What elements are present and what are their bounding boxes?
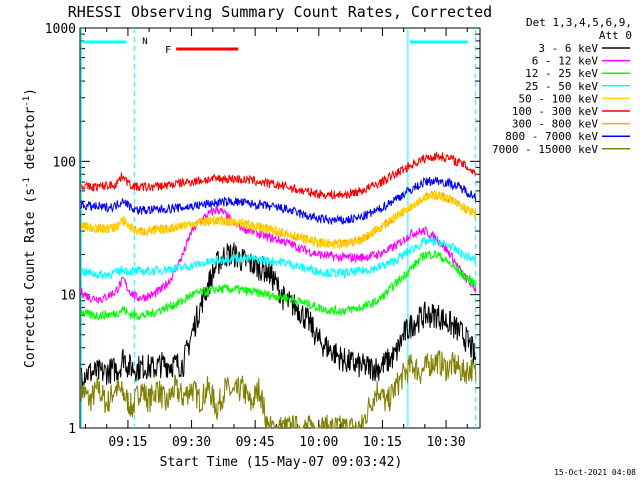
legend-label-1: 6 - 12 keV bbox=[532, 55, 599, 68]
chart-title: RHESSI Observing Summary Count Rates, Co… bbox=[68, 3, 492, 21]
y-tick-label-2: 100 bbox=[53, 155, 76, 170]
legend-label-2: 12 - 25 keV bbox=[525, 67, 598, 80]
legend-label-6: 300 - 800 keV bbox=[512, 118, 598, 131]
y-axis-label: Corrected Count Rate (s-1 detector-1) bbox=[22, 88, 38, 368]
series-line-100-300-keV bbox=[80, 151, 477, 200]
series-line-50-100-keV bbox=[80, 189, 477, 251]
series-group bbox=[80, 151, 477, 430]
legend-label-4: 50 - 100 keV bbox=[519, 92, 599, 105]
x-axis: 09:15 09:30 09:45 10:00 10:15 10:30 bbox=[85, 28, 468, 450]
legend-label-5: 100 - 300 keV bbox=[512, 105, 598, 118]
legend-header-line1: Det 1,3,4,5,6,9, bbox=[526, 16, 632, 29]
x-tick-label-4: 10:15 bbox=[363, 435, 402, 450]
series-line-800-7000-keV bbox=[80, 176, 477, 225]
x-tick-label-3: 10:00 bbox=[299, 435, 338, 450]
series-line-12-25-keV bbox=[80, 249, 477, 322]
footer-date: 15-Oct-2021 04:08 bbox=[554, 468, 636, 477]
legend-label-7: 800 - 7000 keV bbox=[505, 130, 598, 143]
y-tick-label-3: 1000 bbox=[45, 22, 76, 37]
legend-label-8: 7000 - 15000 keV bbox=[492, 143, 598, 156]
annotations: NF bbox=[83, 37, 468, 56]
legend-header-line2: Att 0 bbox=[599, 29, 632, 42]
svg-text:Corrected Count Rate (s-1 dete: Corrected Count Rate (s-1 detector-1) bbox=[22, 88, 38, 368]
flare-bar-label: F bbox=[165, 45, 171, 56]
y-tick-label-0: 1 bbox=[68, 422, 76, 437]
x-tick-label-2: 09:45 bbox=[236, 435, 275, 450]
y-axis-label-end: ) bbox=[23, 88, 38, 96]
y-axis-label-sup2: -1 bbox=[22, 96, 32, 107]
x-tick-label-0: 09:15 bbox=[108, 435, 147, 450]
y-tick-label-1: 10 bbox=[60, 289, 76, 304]
series-line-6-12-keV bbox=[80, 205, 477, 305]
x-tick-label-1: 09:30 bbox=[172, 435, 211, 450]
series-line-3-6-keV bbox=[80, 242, 477, 387]
night-bar-label-0: N bbox=[142, 37, 147, 47]
y-axis-label-sup1: -1 bbox=[22, 177, 32, 188]
x-tick-label-5: 10:30 bbox=[426, 435, 465, 450]
y-axis-label-mid: detector bbox=[23, 107, 38, 178]
x-axis-label: Start Time (15-May-07 09:03:42) bbox=[160, 455, 403, 470]
y-axis-label-main: Corrected Count Rate (s bbox=[23, 188, 38, 368]
night-boundary-lines bbox=[80, 28, 477, 428]
series-line-7000-15000-keV bbox=[80, 350, 477, 430]
y-axis: 1 10 100 1000 bbox=[45, 22, 480, 437]
series-line-25-50-keV bbox=[80, 236, 477, 280]
legend-label-0: 3 - 6 keV bbox=[538, 42, 598, 55]
legend-label-3: 25 - 50 keV bbox=[525, 80, 598, 93]
